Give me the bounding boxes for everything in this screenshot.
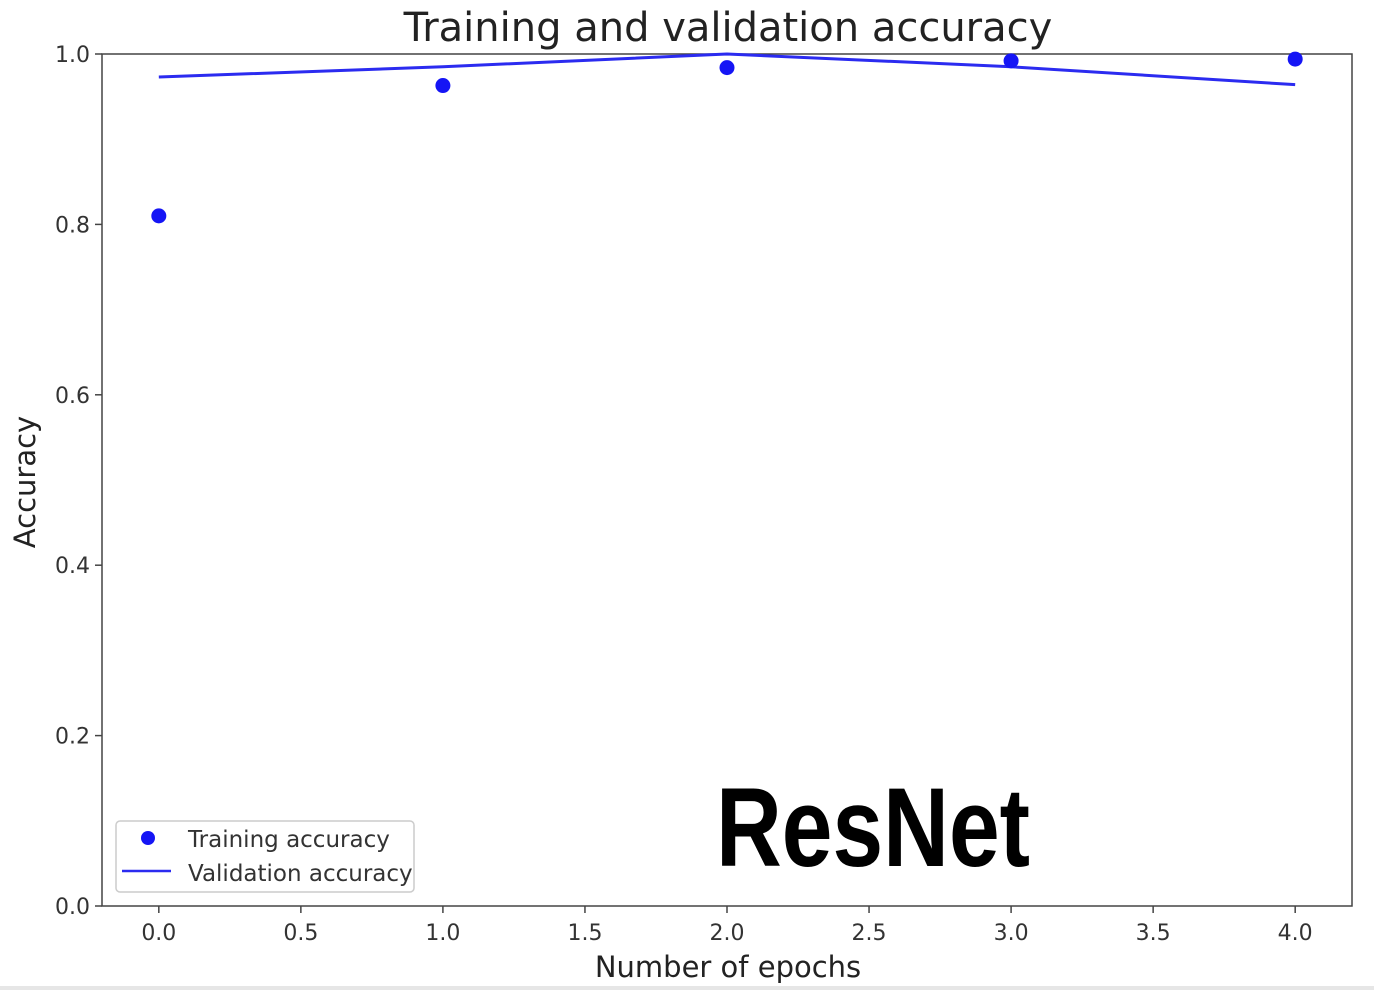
y-axis-label: Accuracy <box>8 416 42 548</box>
legend-label-validation: Validation accuracy <box>188 861 413 887</box>
x-tick-label: 1.0 <box>425 921 460 946</box>
x-axis: 0.0 0.5 1.0 1.5 2.0 2.5 3.0 3.5 4.0 <box>141 906 1313 946</box>
x-axis-label: Number of epochs <box>595 950 861 984</box>
legend-label-training: Training accuracy <box>187 827 390 853</box>
y-tick-label: 1.0 <box>55 43 90 68</box>
x-tick-label: 3.5 <box>1136 921 1171 946</box>
y-tick-label: 0.4 <box>55 554 90 579</box>
legend-box <box>115 820 415 893</box>
training-accuracy-point <box>435 78 451 94</box>
bottom-strip <box>0 986 1374 990</box>
training-accuracy-point <box>151 208 167 224</box>
legend: Training accuracy Validation accuracy <box>115 820 415 893</box>
y-axis: 0.0 0.2 0.4 0.6 0.8 1.0 <box>55 43 102 920</box>
x-tick-label: 3.0 <box>994 921 1029 946</box>
x-tick-label: 2.5 <box>852 921 887 946</box>
x-tick-label: 0.0 <box>141 921 176 946</box>
y-tick-label: 0.2 <box>55 725 90 750</box>
chart-title: Training and validation accuracy <box>403 5 1053 51</box>
series-layer <box>151 51 1303 224</box>
training-accuracy-point <box>719 60 735 76</box>
x-tick-label: 4.0 <box>1278 921 1313 946</box>
y-tick-label: 0.6 <box>55 384 90 409</box>
y-tick-label: 0.0 <box>55 895 90 920</box>
x-tick-label: 1.5 <box>567 921 602 946</box>
training-accuracy-point <box>1287 51 1303 67</box>
x-tick-label: 2.0 <box>710 921 745 946</box>
validation-accuracy-line <box>158 52 1296 87</box>
x-tick-label: 0.5 <box>283 921 318 946</box>
legend-marker-training <box>141 831 155 845</box>
y-tick-label: 0.8 <box>55 213 90 238</box>
resnet-overlay-label: ResNet <box>716 765 1030 890</box>
training-accuracy-point <box>1003 53 1019 69</box>
